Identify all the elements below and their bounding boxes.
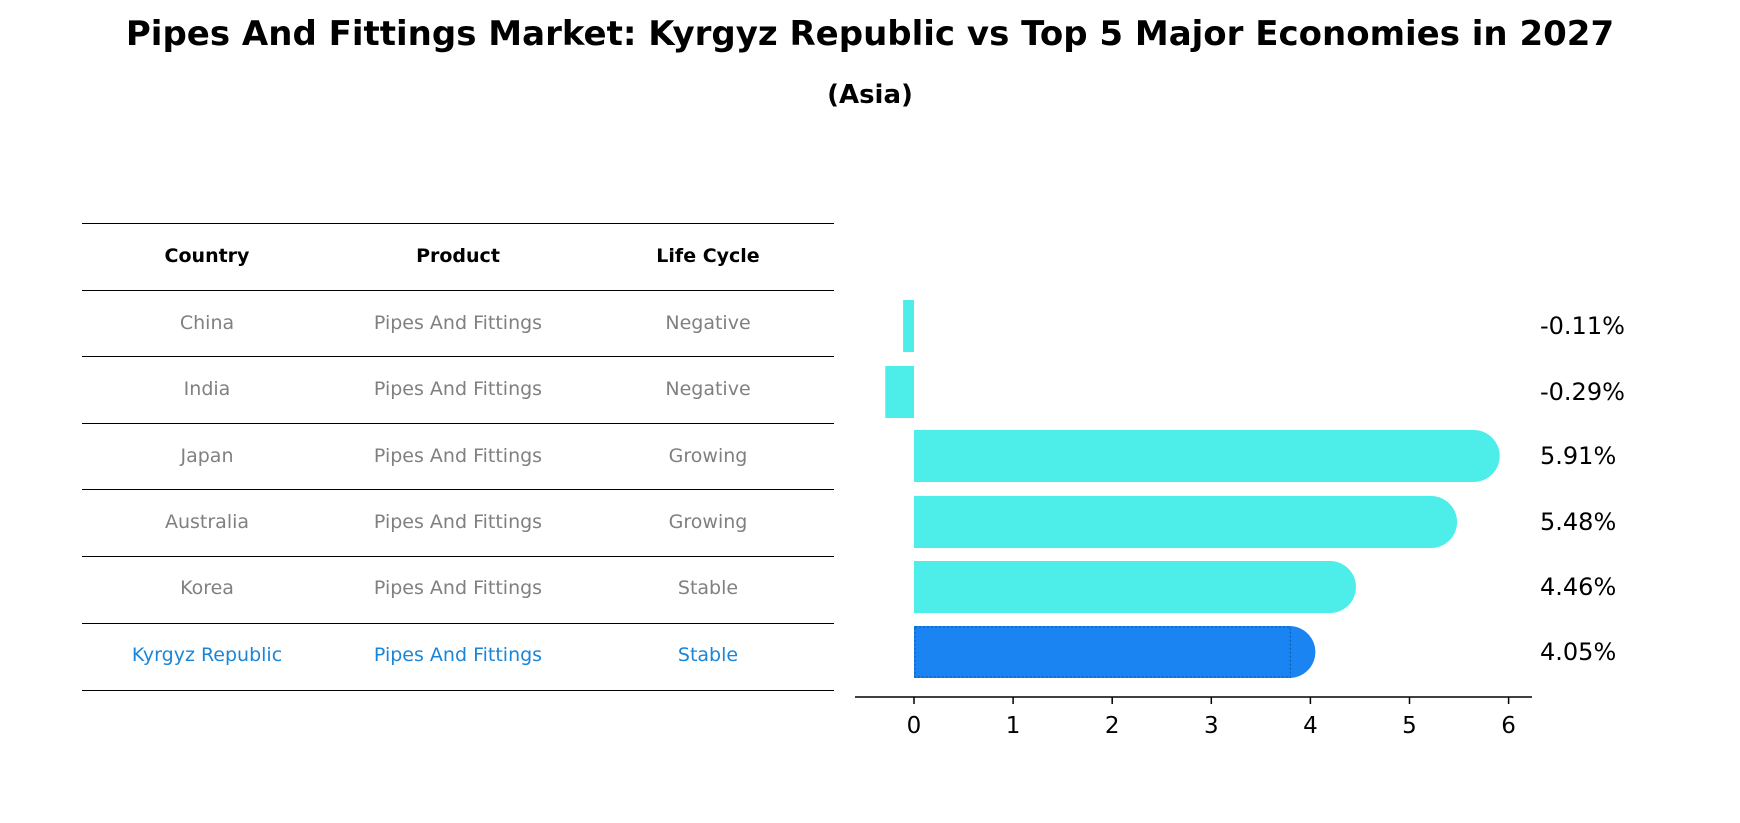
table-cell-life-cycle: Growing [668, 445, 748, 467]
table-cell-country: India [183, 378, 231, 400]
x-tick-label: 0 [907, 713, 922, 739]
x-tick-label: 5 [1402, 713, 1417, 739]
bar [914, 430, 1500, 482]
table-cell-country: Korea [180, 577, 234, 599]
table-cell-life-cycle: Stable [677, 644, 739, 666]
table-header-cell: Life Cycle [656, 245, 760, 267]
table-rule [82, 223, 834, 224]
table-cell-product: Pipes And Fittings [373, 577, 543, 599]
bar [885, 366, 914, 418]
bar [914, 561, 1356, 613]
table-cell-product: Pipes And Fittings [373, 644, 543, 666]
bar-value-label: -0.11% [1540, 312, 1625, 340]
table-rule [82, 290, 834, 291]
x-tick-label: 6 [1501, 713, 1516, 739]
bar-value-label: 5.91% [1540, 442, 1616, 470]
table-cell-product: Pipes And Fittings [373, 312, 543, 334]
bar-value-label: 5.48% [1540, 508, 1616, 536]
table-cell-life-cycle: Stable [677, 577, 739, 599]
x-tick-label: 4 [1303, 713, 1318, 739]
table-cell-country: Australia [164, 511, 250, 533]
chart-subtitle: (Asia) [827, 80, 913, 110]
table-cell-country: Japan [180, 445, 234, 467]
table-cell-country: Kyrgyz Republic [131, 644, 283, 666]
table-cell-life-cycle: Growing [668, 511, 748, 533]
table-cell-life-cycle: Negative [665, 312, 751, 334]
table-cell-product: Pipes And Fittings [373, 445, 543, 467]
bar [903, 300, 914, 352]
chart-title: Pipes And Fittings Market: Kyrgyz Republ… [125, 14, 1615, 54]
bar-value-label: 4.05% [1540, 638, 1616, 666]
bar-value-label: 4.46% [1540, 573, 1616, 601]
table-cell-product: Pipes And Fittings [373, 378, 543, 400]
table-header-cell: Country [164, 245, 250, 267]
table-rule [82, 623, 834, 624]
bar-highlight [914, 626, 1316, 678]
bar-value-label: -0.29% [1540, 378, 1625, 406]
table-cell-country: China [179, 312, 235, 334]
x-tick-label: 2 [1105, 713, 1120, 739]
table-rule [82, 423, 834, 424]
x-tick-label: 3 [1204, 713, 1219, 739]
table-rule [82, 690, 834, 691]
bar-highlight-outline [914, 626, 1291, 678]
bar [914, 496, 1458, 548]
table-rule [82, 489, 834, 490]
table-header-cell: Product [416, 245, 500, 267]
table-rule [82, 356, 834, 357]
table-cell-life-cycle: Negative [665, 378, 751, 400]
x-tick-label: 1 [1006, 713, 1021, 739]
table-cell-product: Pipes And Fittings [373, 511, 543, 533]
table-rule [82, 556, 834, 557]
